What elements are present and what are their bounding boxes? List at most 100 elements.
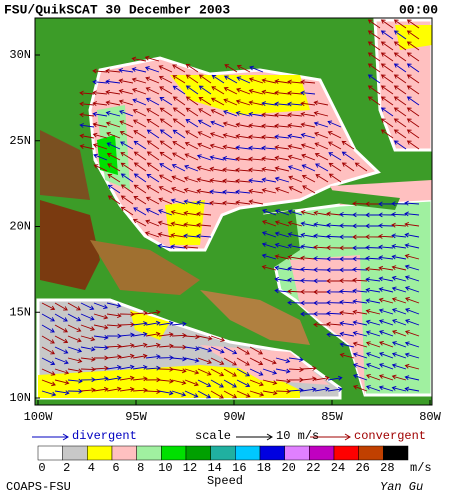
wind-arrow [248,145,264,151]
wind-arrow [132,109,147,117]
wind-arrow [406,19,420,29]
wind-arrow [274,145,290,150]
wind-arrow [288,356,304,362]
wind-arrow [107,184,121,194]
wind-arrow [326,267,342,273]
wind-arrow [380,30,394,40]
map [34,17,434,406]
wind-arrow [274,79,290,84]
wind-arrow [380,52,394,62]
wind-arrow [79,101,95,107]
wind-arrow [79,123,95,128]
wind-arrow [404,232,420,238]
colorbar-tick-label: 4 [88,461,95,475]
wind-arrow [41,368,56,376]
wind-arrow [146,185,160,194]
colorbar-tick-label: 16 [232,461,246,475]
wind-arrow [391,275,407,282]
wind-arrow [248,156,264,162]
colorbar-swatch [358,445,384,461]
wind-arrow [341,140,355,150]
wind-arrow [133,207,147,216]
wind-arrow [249,357,264,366]
wind-arrow [301,386,317,392]
wind-arrow [300,122,316,128]
wind-arrow [352,256,368,262]
colorbar-unit: m/s [410,461,432,475]
wind-arrow [391,265,407,271]
legend-convergent: convergent [354,429,426,443]
wind-arrow [287,101,303,107]
wind-arrow [183,233,199,239]
wind-arrow [79,112,95,118]
wind-arrow [287,209,303,216]
wind-arrow [131,56,147,62]
wind-arrow [171,186,186,194]
wind-arrow [313,289,329,295]
wind-arrow [118,67,134,73]
lat-label: 25N [9,134,31,148]
wind-arrow [287,254,303,260]
wind-arrow [67,368,83,374]
wind-arrow [261,166,277,172]
wind-arrow [378,363,394,370]
wind-arrow [391,341,407,348]
wind-arrow [209,132,225,139]
wind-arrow [313,110,329,117]
wind-arrow [339,245,355,251]
wind-arrow [209,166,225,172]
wind-arrow [131,88,147,95]
wind-arrow [106,354,122,360]
wind-arrow [209,155,225,161]
wind-arrow [172,85,186,95]
wind-arrow [93,386,109,392]
wind-arrow [80,302,95,310]
wind-arrow [313,100,329,106]
wind-arrow [198,96,212,106]
wind-arrow [158,75,173,84]
wind-arrow [404,286,420,293]
wind-arrow [326,234,342,239]
wind-arrow [352,277,368,283]
wind-arrow [378,374,394,381]
wind-arrow [159,151,173,161]
wind-arrow [391,363,407,370]
wind-arrow [404,275,420,282]
wind-arrow [300,79,316,85]
wind-arrow [327,120,342,128]
wind-arrow [171,379,187,385]
wind-arrow [365,234,381,240]
wind-arrow [326,321,342,327]
wind-arrow [197,346,213,353]
wind-arrow [339,256,355,262]
wind-arrow [378,385,394,392]
wind-arrow [274,90,290,96]
wind-arrow [185,119,199,128]
wind-arrow [67,302,81,311]
wind-arrow [159,86,173,95]
wind-arrow [41,346,56,355]
wind-arrow [287,243,303,249]
wind-arrow [197,379,212,388]
wind-arrow [184,164,199,172]
wind-arrow [185,74,199,84]
wind-arrow [93,164,108,172]
wind-arrow [313,121,329,128]
wind-arrow [393,30,407,40]
wind-arrow [145,97,160,106]
wind-arrow [314,142,329,150]
wind-arrow [404,222,420,227]
colorbar-swatch [62,445,88,461]
colorbar-tick-label: 2 [63,461,70,475]
wind-arrow [145,309,161,315]
wind-arrow [171,333,187,338]
wind-arrow [393,129,407,139]
wind-arrow [172,64,186,73]
wind-arrow [404,253,420,260]
wind-arrow [183,176,199,183]
wind-arrow [222,144,238,150]
wind-arrow [158,65,173,73]
wind-arrow [197,142,212,150]
wind-arrow [223,87,238,95]
